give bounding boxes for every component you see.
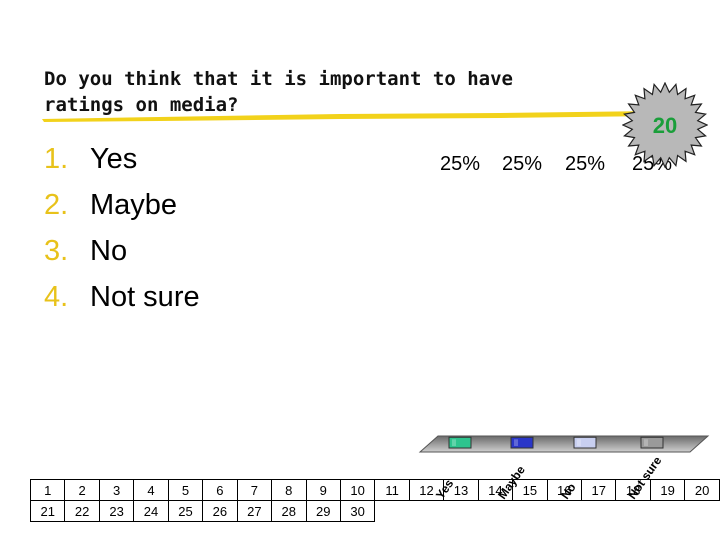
response-grid-cell bbox=[409, 501, 443, 522]
option-label: Maybe bbox=[90, 189, 178, 221]
response-grid-cell bbox=[547, 501, 581, 522]
response-grid-cell: 3 bbox=[98, 479, 135, 501]
response-grid-cell: 13 bbox=[443, 479, 479, 501]
response-grid-cell: 14 bbox=[477, 479, 514, 501]
bar-highlight bbox=[577, 439, 581, 446]
response-grid-cell: 24 bbox=[133, 500, 169, 522]
response-grid-cell: 18 bbox=[615, 479, 651, 501]
response-grid-cell: 10 bbox=[339, 479, 376, 501]
question-line-2: ratings on media? bbox=[44, 94, 239, 116]
response-grid-cell: 22 bbox=[64, 500, 100, 522]
question-line-1: Do you think that it is important to hav… bbox=[44, 68, 513, 90]
option-item: 3. No bbox=[44, 228, 200, 274]
bar-highlight bbox=[452, 439, 456, 446]
response-grid-cell bbox=[685, 501, 720, 522]
response-grid: 1 2 3 4 5 6 7 8 9 10 11 12 13 14 15 16 17 18 19 20 21 22 23 24… bbox=[29, 479, 720, 522]
response-grid-cell: 16 bbox=[546, 479, 583, 501]
response-grid-cell: 27 bbox=[236, 500, 273, 522]
bar-value-label: 25% bbox=[502, 153, 542, 175]
option-label: No bbox=[90, 235, 128, 267]
bar-highlight bbox=[514, 439, 518, 446]
countdown-value: 20 bbox=[653, 113, 677, 138]
response-grid-cell bbox=[375, 501, 409, 522]
countdown-timer: 20 bbox=[622, 82, 708, 168]
response-grid-cell: 26 bbox=[202, 500, 238, 522]
response-grid-cell: 2 bbox=[64, 479, 100, 501]
response-grid-cell: 15 bbox=[512, 479, 548, 501]
response-grid-cell: 25 bbox=[167, 500, 204, 522]
response-grid-cell: 28 bbox=[271, 500, 307, 522]
response-grid-cell: 20 bbox=[684, 479, 720, 501]
option-label: Not sure bbox=[90, 281, 200, 313]
response-grid-cell: 11 bbox=[374, 479, 410, 501]
response-grid-cell: 4 bbox=[133, 479, 169, 501]
option-number: 3. bbox=[44, 235, 69, 267]
response-grid-cell: 17 bbox=[580, 479, 617, 501]
response-grid-cell bbox=[616, 501, 650, 522]
response-grid-cell: 12 bbox=[408, 479, 445, 501]
countdown-starburst-icon bbox=[622, 82, 708, 168]
response-grid-cell bbox=[478, 501, 512, 522]
response-grid-cell bbox=[513, 501, 547, 522]
option-number: 1. bbox=[44, 143, 69, 175]
response-grid-cell: 1 bbox=[29, 479, 66, 501]
bar-highlight bbox=[644, 439, 648, 446]
response-grid-cell: 21 bbox=[29, 500, 66, 522]
title-underline bbox=[42, 111, 658, 122]
response-grid-cell: 5 bbox=[167, 479, 204, 501]
option-number: 2. bbox=[44, 189, 69, 221]
option-number: 4. bbox=[44, 281, 69, 313]
bar-yes bbox=[448, 436, 472, 449]
bar-maybe bbox=[510, 436, 534, 449]
response-grid-cell: 19 bbox=[649, 479, 686, 501]
option-label: Yes bbox=[90, 143, 138, 175]
bar-value-label: 25% bbox=[565, 153, 605, 175]
response-grid-cell: 7 bbox=[236, 479, 273, 501]
chart-floor bbox=[418, 435, 710, 453]
answer-options: 1. Yes 2. Maybe 3. No 4. Not sure bbox=[44, 136, 200, 320]
bar-value-label: 25% bbox=[440, 153, 480, 175]
question-title: Do you think that it is important to hav… bbox=[44, 66, 604, 118]
bar-not-sure bbox=[640, 436, 664, 449]
response-grid-row: 21 22 23 24 25 26 27 28 29 30 bbox=[29, 500, 720, 522]
response-grid-cell: 8 bbox=[271, 479, 307, 501]
response-grid-cell: 30 bbox=[339, 500, 376, 522]
response-grid-cell: 29 bbox=[305, 500, 341, 522]
bar-no bbox=[573, 436, 597, 449]
response-grid-cell: 6 bbox=[202, 479, 238, 501]
response-grid-cell: 9 bbox=[305, 479, 341, 501]
option-item: 4. Not sure bbox=[44, 274, 200, 320]
response-grid-cell bbox=[582, 501, 616, 522]
response-grid-cell: 23 bbox=[98, 500, 135, 522]
response-grid-cell bbox=[650, 501, 684, 522]
option-item: 2. Maybe bbox=[44, 182, 200, 228]
response-grid-row: 1 2 3 4 5 6 7 8 9 10 11 12 13 14 15 16 17 18 19 20 bbox=[29, 479, 720, 501]
response-grid-cell bbox=[444, 501, 478, 522]
option-item: 1. Yes bbox=[44, 136, 200, 182]
